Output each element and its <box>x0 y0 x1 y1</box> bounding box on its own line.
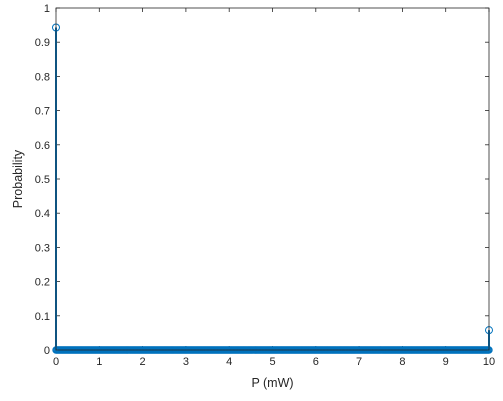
x-tick-label: 1 <box>96 356 102 368</box>
x-tick-label: 4 <box>226 356 232 368</box>
x-tick-label: 8 <box>399 356 405 368</box>
x-axis-label: P (mW) <box>251 376 293 390</box>
x-tick-label: 3 <box>183 356 189 368</box>
y-tick-label: 0.5 <box>35 174 50 186</box>
y-tick-label: 0.8 <box>35 71 50 83</box>
y-tick-label: 0.3 <box>35 242 50 254</box>
x-tick-label: 7 <box>356 356 362 368</box>
y-tick-label: 0.9 <box>35 37 50 49</box>
y-tick-label: 0 <box>44 345 50 357</box>
y-tick-label: 0.6 <box>35 140 50 152</box>
x-tick-label: 10 <box>483 356 495 368</box>
y-axis-label: Probability <box>11 149 25 208</box>
y-tick-label: 0.7 <box>35 106 50 118</box>
y-tick-label: 1 <box>44 3 50 15</box>
axes-box <box>55 7 490 351</box>
y-tick-label: 0.2 <box>35 277 50 289</box>
x-tick-label: 5 <box>269 356 275 368</box>
x-tick-label: 0 <box>53 356 59 368</box>
x-tick-label: 6 <box>313 356 319 368</box>
plot-area <box>56 8 489 350</box>
y-tick-labels: 0 0.1 0.2 0.3 0.4 0.5 0.6 0.7 0.8 0.9 1 <box>35 3 50 357</box>
x-tick-label: 9 <box>443 356 449 368</box>
x-tick-label: 2 <box>140 356 146 368</box>
y-tick-label: 0.4 <box>35 208 50 220</box>
x-tick-labels: 0 1 2 3 4 5 6 7 8 9 10 <box>53 356 495 368</box>
y-tick-label: 0.1 <box>35 311 50 323</box>
